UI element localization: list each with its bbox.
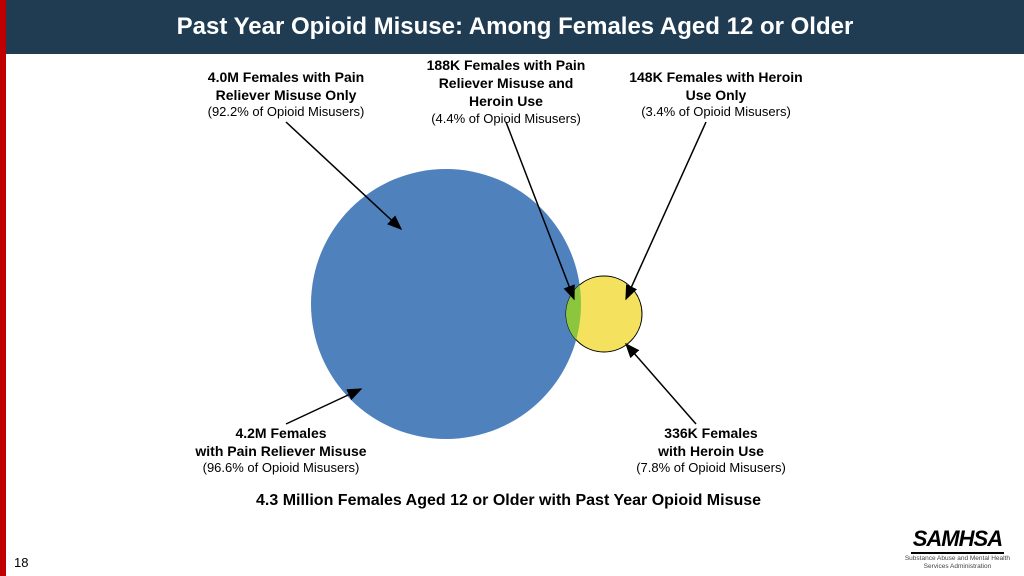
label-line3: (7.8% of Opioid Misusers) bbox=[611, 460, 811, 477]
label-line1: 4.2M Females bbox=[176, 424, 386, 442]
label-line3: (3.4% of Opioid Misusers) bbox=[616, 104, 816, 121]
label-bottom-left: 4.2M Females with Pain Reliever Misuse (… bbox=[176, 424, 386, 477]
label-top-right: 148K Females with Heroin Use Only (3.4% … bbox=[616, 68, 816, 121]
label-line2: with Heroin Use bbox=[611, 442, 811, 460]
label-line3: (92.2% of Opioid Misusers) bbox=[186, 104, 386, 121]
samhsa-logo: SAMHSA Substance Abuse and Mental Health… bbox=[905, 526, 1010, 570]
chart-area: 4.0M Females with Pain Reliever Misuse O… bbox=[6, 54, 1024, 576]
label-top-mid: 188K Females with Pain Reliever Misuse a… bbox=[406, 56, 606, 127]
label-bottom-right: 336K Females with Heroin Use (7.8% of Op… bbox=[611, 424, 811, 477]
label-line1: 188K Females with Pain bbox=[406, 56, 606, 74]
logo-sub1: Substance Abuse and Mental Health bbox=[905, 555, 1010, 562]
label-line2: Reliever Misuse Only bbox=[186, 86, 386, 104]
label-line2: Reliever Misuse andHeroin Use bbox=[406, 74, 606, 110]
label-line3: (4.4% of Opioid Misusers) bbox=[406, 111, 606, 128]
slide-title: Past Year Opioid Misuse: Among Females A… bbox=[177, 13, 854, 41]
callout-arrows bbox=[286, 122, 706, 424]
page-number: 18 bbox=[14, 555, 28, 570]
logo-sub2: Services Administration bbox=[905, 563, 1010, 570]
logo-brand: SAMHSA bbox=[911, 526, 1004, 554]
title-bar: Past Year Opioid Misuse: Among Females A… bbox=[6, 0, 1024, 54]
venn-overlap bbox=[566, 276, 642, 352]
label-line3: (96.6% of Opioid Misusers) bbox=[176, 460, 386, 477]
venn-small-circle bbox=[566, 276, 642, 352]
label-line1: 148K Females with Heroin bbox=[616, 68, 816, 86]
label-line1: 4.0M Females with Pain bbox=[186, 68, 386, 86]
label-top-left: 4.0M Females with Pain Reliever Misuse O… bbox=[186, 68, 386, 121]
label-line2: with Pain Reliever Misuse bbox=[176, 442, 386, 460]
label-line1: 336K Females bbox=[611, 424, 811, 442]
chart-caption: 4.3 Million Females Aged 12 or Older wit… bbox=[256, 492, 761, 510]
venn-main-circle bbox=[311, 169, 581, 439]
label-line2: Use Only bbox=[616, 86, 816, 104]
